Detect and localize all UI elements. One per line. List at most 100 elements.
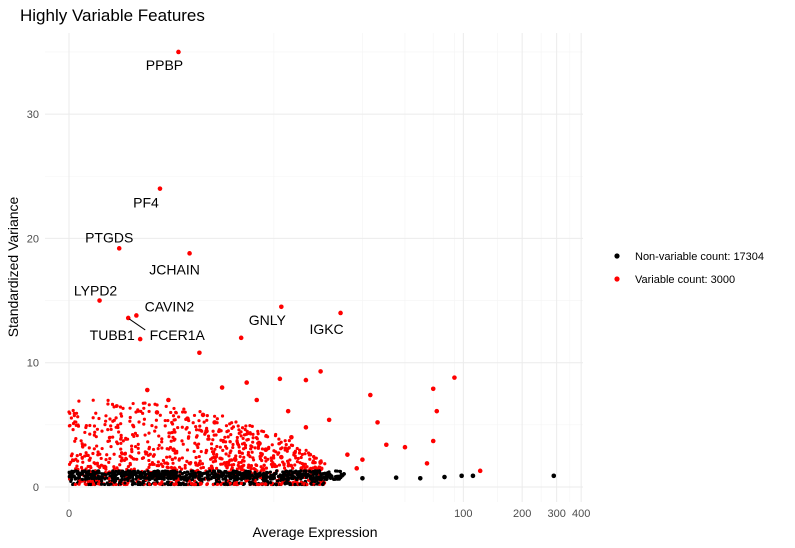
cloud-point (213, 447, 217, 451)
cloud-point (160, 480, 164, 484)
cloud-point (249, 482, 253, 486)
cloud-point-nonvariable (308, 476, 312, 480)
cloud-point (218, 445, 222, 449)
cloud-point-nonvariable (224, 474, 228, 479)
cloud-point-nonvariable (338, 469, 343, 474)
cloud-point-nonvariable (131, 469, 135, 474)
cloud-point-nonvariable (142, 476, 146, 480)
cloud-point (173, 451, 177, 455)
cloud-point (104, 414, 108, 418)
y-tick-label: 30 (27, 109, 39, 121)
cloud-point-nonvariable (74, 477, 78, 481)
y-tick-label: 0 (33, 482, 39, 494)
cloud-point-nonvariable (182, 477, 186, 481)
cloud-point-nonvariable (164, 469, 168, 473)
cloud-point (183, 463, 187, 468)
cloud-point-nonvariable (144, 472, 148, 476)
cloud-point-nonvariable (167, 473, 171, 477)
cloud-point (166, 418, 170, 423)
cloud-point (316, 481, 320, 485)
cloud-point (277, 437, 281, 441)
cloud-point (215, 444, 219, 449)
cloud-point (274, 450, 278, 454)
y-axis-title: Standardized Variance (5, 196, 21, 337)
cloud-point (83, 443, 87, 447)
cloud-point (104, 457, 108, 462)
cloud-point (224, 424, 229, 428)
cloud-point-nonvariable (161, 474, 165, 479)
cloud-point-nonvariable (297, 473, 301, 477)
cloud-point-nonvariable (122, 472, 126, 476)
cloud-point (268, 480, 273, 485)
cloud-point (236, 424, 240, 428)
cloud-point (237, 461, 241, 465)
cloud-point (242, 482, 246, 486)
cloud-point (283, 439, 287, 443)
cloud-point (177, 457, 182, 461)
cloud-point (229, 433, 233, 437)
x-tick-label: 200 (513, 508, 531, 520)
cloud-point (225, 460, 229, 465)
cloud-point (128, 463, 132, 467)
variable-point (232, 457, 238, 462)
gene-label-igkc: IGKC (309, 321, 343, 337)
cloud-point (88, 432, 92, 436)
cloud-point-nonvariable (155, 476, 159, 480)
cloud-point (177, 415, 181, 419)
cloud-point (251, 436, 255, 440)
cloud-point (72, 411, 76, 416)
cloud-point (177, 465, 182, 469)
variable-point (171, 447, 176, 453)
cloud-point (297, 451, 302, 455)
cloud-point-nonvariable (320, 476, 324, 480)
cloud-point (226, 435, 230, 439)
cloud-point (237, 428, 241, 432)
cloud-point-nonvariable (87, 476, 92, 480)
cloud-point (116, 423, 120, 427)
cloud-point (137, 420, 141, 424)
cloud-point-nonvariable (96, 474, 101, 478)
variable-point (318, 369, 323, 374)
cloud-point (135, 457, 139, 461)
cloud-point (154, 418, 158, 422)
cloud-point (88, 464, 92, 469)
x-tick-label: 300 (547, 508, 565, 520)
cloud-point (206, 434, 211, 438)
cloud-point-nonvariable (231, 471, 235, 475)
cloud-point-nonvariable (307, 469, 312, 473)
cloud-point (237, 451, 242, 455)
cloud-point (199, 482, 203, 486)
x-tick-label: 100 (454, 508, 472, 520)
cloud-point-nonvariable (282, 477, 286, 481)
cloud-point-nonvariable (117, 469, 121, 473)
cloud-point (194, 463, 198, 467)
nonvariable-point (360, 475, 365, 481)
cloud-point (291, 466, 295, 470)
cloud-point-nonvariable (121, 470, 125, 474)
cloud-point (158, 413, 162, 417)
cloud-point (166, 462, 170, 466)
cloud-point (147, 465, 151, 469)
cloud-point-nonvariable (174, 476, 178, 480)
cloud-point (227, 454, 231, 458)
variable-point (384, 442, 389, 448)
cloud-point (111, 435, 115, 439)
cloud-point-nonvariable (324, 477, 329, 482)
cloud-point (219, 438, 223, 442)
variable-point (375, 420, 380, 425)
cloud-point (240, 481, 244, 485)
cloud-point-nonvariable (148, 471, 152, 476)
cloud-point (224, 463, 228, 467)
cloud-point (189, 482, 193, 486)
cloud-point (96, 450, 100, 454)
cloud-point (159, 462, 163, 466)
cloud-point-nonvariable (211, 469, 216, 473)
cloud-point (75, 464, 79, 468)
cloud-point (301, 462, 305, 466)
cloud-point (107, 460, 111, 464)
cloud-point (169, 439, 173, 443)
cloud-point-nonvariable (304, 469, 308, 473)
cloud-point (258, 454, 262, 459)
cloud-point (180, 456, 184, 460)
cloud-point (186, 435, 191, 439)
